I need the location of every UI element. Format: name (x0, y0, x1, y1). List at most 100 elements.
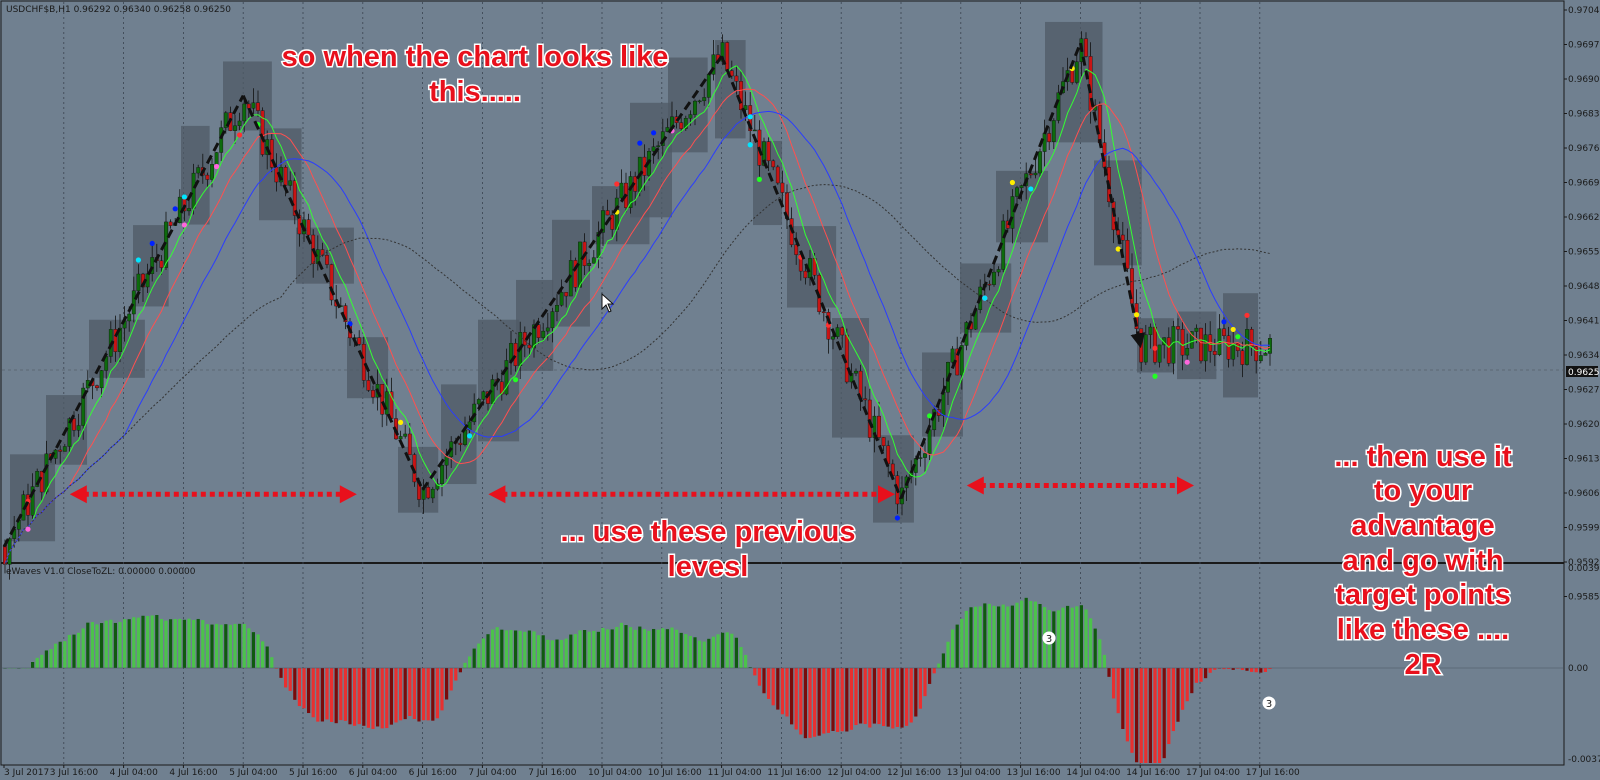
candle-body (76, 425, 81, 431)
oscillator-bar (960, 618, 964, 668)
oscillator-bar (744, 654, 748, 668)
oscillator-bar (854, 668, 858, 726)
time-axis-label: 7 Jul 04:00 (468, 768, 517, 778)
time-axis-label: 14 Jul 16:00 (1126, 768, 1180, 778)
signal-dot (25, 526, 31, 532)
oscillator-bar (656, 629, 660, 668)
oscillator-bar (932, 668, 936, 674)
time-axis-label: 10 Jul 16:00 (648, 768, 702, 778)
oscillator-bar (445, 668, 449, 700)
oscillator-bar (100, 623, 104, 668)
oscillator-bar (136, 617, 140, 668)
oscillator-bar (997, 606, 1001, 668)
candle-body (1226, 335, 1231, 360)
oscillator-bar (454, 668, 458, 681)
oscillator-bar (1263, 668, 1267, 672)
oscillator-bar (532, 631, 536, 668)
oscillator-bar (403, 668, 407, 720)
signal-dot (747, 114, 753, 120)
price-axis[interactable]: 0.97045 0.96975 0.96905 0.96835 0.96765 0.966… (1564, 6, 1600, 603)
oscillator-bar (946, 641, 950, 668)
oscillator-bar (1020, 600, 1024, 668)
oscillator-bar (587, 631, 591, 668)
signal-dot (181, 222, 187, 228)
price-axis-label: 0.96205 (1568, 420, 1600, 430)
oscillator-bar (1130, 668, 1134, 753)
oscillator-bar (261, 641, 265, 668)
oscillator-bar (449, 668, 453, 691)
candle-body (1157, 344, 1162, 363)
wave-line (899, 42, 1082, 500)
oscillator-bar (196, 618, 200, 668)
candle-body (504, 360, 509, 395)
signal-dot (149, 240, 155, 247)
oscillator-bar (422, 668, 426, 721)
oscillator-bar (481, 638, 485, 668)
oscillator-bar (882, 668, 886, 727)
oscillator-bar (1144, 668, 1148, 763)
oscillator-bar (49, 649, 53, 668)
oscillator-bar (642, 629, 646, 668)
oscillator-bar (606, 629, 610, 668)
annotation-middle-line-1: ... use these previous (561, 516, 856, 548)
oscillator-bar (233, 623, 237, 668)
candle-body (458, 442, 463, 445)
svg-text:3: 3 (1266, 699, 1272, 710)
moving-averages (4, 65, 1271, 565)
oscillator-bar (790, 668, 794, 725)
signal-dots (25, 65, 1250, 532)
candle-body (1180, 329, 1185, 356)
oscillator-bar (1181, 668, 1185, 710)
candle-body (72, 418, 76, 431)
oscillator-bar (721, 632, 725, 668)
oscillator-bar (845, 668, 849, 732)
candle-body (863, 398, 868, 401)
oscillator-bar (325, 668, 329, 720)
oscillator-bar (776, 668, 780, 710)
candle-body (30, 486, 35, 516)
time-axis[interactable]: 3 Jul 2017 3 Jul 16:00 4 Jul 04:00 4 Jul 16… (3, 765, 1300, 778)
candle-body (1116, 229, 1121, 236)
oscillator-bar (1254, 668, 1258, 673)
candle-body (734, 75, 739, 82)
price-axis-label: 0.96625 (1568, 213, 1600, 223)
candle-body (67, 418, 72, 447)
oscillator-bar (670, 627, 674, 668)
oscillator-bar (969, 607, 973, 668)
candle-body (288, 180, 293, 186)
candle-body (693, 100, 697, 115)
candle-body (246, 103, 251, 109)
candle-body (242, 103, 247, 122)
candle-body (380, 384, 385, 415)
oscillator-bar (987, 603, 991, 668)
annotation-right-line-5: target points (1335, 579, 1511, 611)
time-axis-label: 6 Jul 04:00 (349, 768, 398, 778)
oscillator-bar (541, 635, 545, 668)
oscillator-bar (270, 657, 274, 668)
oscillator-bar (546, 639, 550, 668)
oscillator-bar (1153, 668, 1157, 763)
oscillator-bar (353, 668, 357, 726)
time-axis-label: 14 Jul 04:00 (1066, 768, 1120, 778)
candle-body (357, 337, 362, 345)
signal-dot (894, 515, 901, 521)
signal-dot (1152, 373, 1158, 379)
candle-body (1120, 234, 1125, 241)
oscillator-bar (472, 648, 476, 668)
candle-body (1028, 173, 1033, 176)
candle-body (398, 436, 403, 440)
candle-body (1166, 337, 1171, 364)
wave-line (1078, 42, 1146, 349)
oscillator-bar (408, 668, 412, 716)
oscillator-bar (274, 668, 278, 669)
candle-body (752, 129, 757, 132)
candle-body (550, 311, 555, 329)
candle-body (803, 270, 808, 279)
candle-body (1084, 38, 1088, 57)
candle-body (605, 210, 610, 216)
oscillator-bar (753, 668, 757, 676)
oscillator-bar (891, 668, 895, 729)
candle-body (81, 387, 86, 426)
oscillator-bar (238, 623, 242, 668)
